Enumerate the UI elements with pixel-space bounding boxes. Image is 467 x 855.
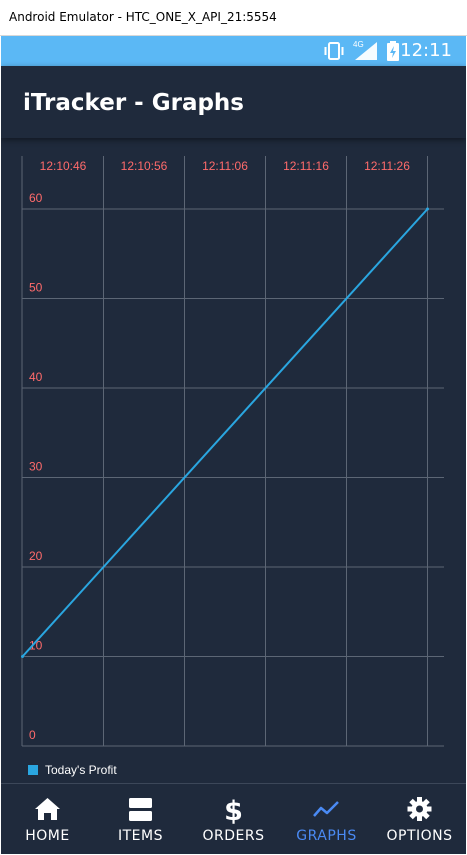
battery-charging-icon <box>387 41 399 61</box>
app-bar: iTracker - Graphs <box>1 66 466 138</box>
window-titlebar: Android Emulator - HTC_ONE_X_API_21:5554 <box>0 0 467 36</box>
y-tick-label: 40 <box>29 370 43 384</box>
network-type-label: 4G <box>353 40 364 49</box>
nav-label-items: ITEMS <box>118 828 163 844</box>
signal-icon <box>355 42 377 60</box>
y-tick-label: 60 <box>29 191 43 205</box>
nav-label-home: HOME <box>25 828 70 844</box>
data-point <box>21 655 24 658</box>
page-title: iTracker - Graphs <box>23 90 244 116</box>
x-tick-label: 12:10:56 <box>121 159 168 173</box>
nav-item-orders[interactable]: $ ORDERS <box>187 784 280 854</box>
nav-item-home[interactable]: HOME <box>1 784 94 854</box>
status-bar: 4G 12:11 <box>1 36 466 66</box>
x-tick-label: 12:10:46 <box>40 159 87 173</box>
x-tick-label: 12:11:06 <box>202 159 248 173</box>
series-line-todays-profit <box>21 208 429 658</box>
nav-item-items[interactable]: ITEMS <box>94 784 187 854</box>
dollar-icon: $ <box>224 796 243 824</box>
window-title: Android Emulator - HTC_ONE_X_API_21:5554 <box>9 10 277 24</box>
gear-icon <box>407 797 432 821</box>
x-tick-label: 12:11:16 <box>283 159 329 173</box>
y-tick-label: 50 <box>29 281 43 295</box>
nav-item-options[interactable]: OPTIONS <box>373 784 466 854</box>
device-screen: 4G 12:11 iTracker - Graphs 0 10 20 30 40 50 60… <box>1 36 466 854</box>
y-tick-label: 10 <box>29 639 43 653</box>
nav-item-graphs[interactable]: GRAPHS <box>280 784 373 854</box>
y-tick-label: 30 <box>29 460 43 474</box>
profit-line-chart: 0 10 20 30 40 50 60 12:10:46 12:10:56 12:11:06 12:… <box>21 156 444 747</box>
items-icon <box>129 798 152 821</box>
nav-label-graphs: GRAPHS <box>296 828 357 844</box>
x-tick-label: 12:11:26 <box>364 159 410 173</box>
home-icon <box>35 798 60 820</box>
legend-swatch <box>28 765 38 775</box>
bottom-navigation: HOME ITEMS $ ORDERS GRAPHS <box>1 783 466 854</box>
nav-label-options: OPTIONS <box>386 828 453 844</box>
nav-label-orders: ORDERS <box>202 828 265 844</box>
y-tick-label: 0 <box>29 728 36 742</box>
vibrate-icon <box>324 42 344 60</box>
data-point <box>426 207 429 211</box>
svg-text:$: $ <box>224 796 243 824</box>
legend-label: Today's Profit <box>45 763 117 777</box>
y-tick-label: 20 <box>29 549 43 563</box>
graph-icon <box>313 801 339 817</box>
status-time: 12:11 <box>400 40 452 61</box>
